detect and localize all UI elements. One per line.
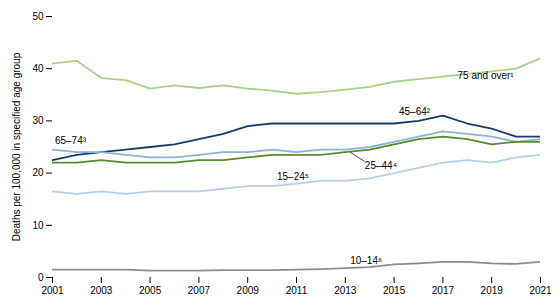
svg-text:2005: 2005 [139, 285, 162, 296]
svg-text:2019: 2019 [481, 285, 504, 296]
svg-text:20: 20 [32, 167, 44, 178]
svg-text:2001: 2001 [41, 285, 64, 296]
svg-text:50: 50 [32, 11, 44, 22]
svg-text:25–44⁴: 25–44⁴ [365, 160, 397, 171]
svg-text:2017: 2017 [432, 285, 455, 296]
svg-text:0: 0 [38, 272, 44, 283]
svg-text:45–64²: 45–64² [399, 106, 431, 117]
svg-text:10: 10 [32, 220, 44, 231]
svg-text:40: 40 [32, 63, 44, 74]
svg-text:15–24⁵: 15–24⁵ [277, 171, 309, 182]
svg-text:75 and over¹: 75 and over¹ [458, 70, 515, 81]
svg-text:65–74³: 65–74³ [55, 135, 87, 146]
svg-text:2003: 2003 [90, 285, 113, 296]
svg-text:2021: 2021 [529, 285, 552, 296]
svg-text:2011: 2011 [286, 285, 308, 296]
svg-text:2015: 2015 [383, 285, 406, 296]
svg-text:2009: 2009 [237, 285, 260, 296]
svg-text:10–14⁶: 10–14⁶ [350, 255, 382, 266]
svg-text:2007: 2007 [188, 285, 211, 296]
svg-text:30: 30 [32, 115, 44, 126]
svg-text:Deaths per 100,000 in specifie: Deaths per 100,000 in specified age grou… [11, 52, 22, 241]
svg-text:2013: 2013 [334, 285, 357, 296]
